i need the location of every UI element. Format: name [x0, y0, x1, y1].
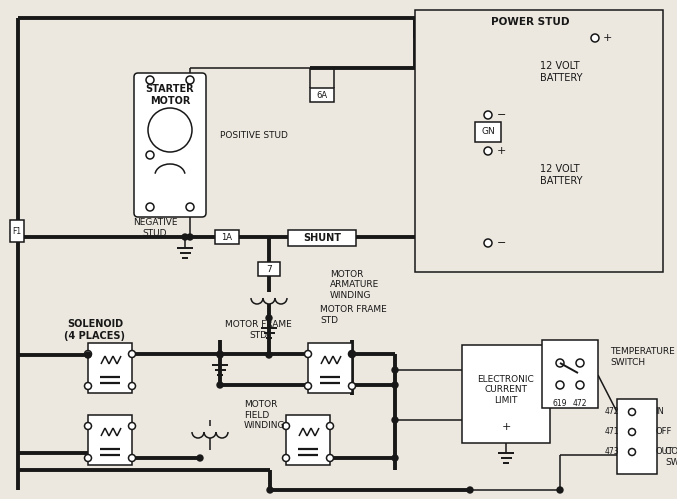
Text: IN: IN: [655, 408, 664, 417]
Circle shape: [326, 423, 334, 430]
Circle shape: [282, 455, 290, 462]
Text: CONTOL HANDLE
SWITCH: CONTOL HANDLE SWITCH: [665, 447, 677, 467]
Text: ELECTRONIC
CURRENT
LIMIT: ELECTRONIC CURRENT LIMIT: [478, 375, 534, 405]
Circle shape: [484, 239, 492, 247]
Circle shape: [484, 147, 492, 155]
Circle shape: [187, 234, 193, 240]
Circle shape: [129, 455, 135, 462]
Circle shape: [129, 423, 135, 430]
Circle shape: [467, 487, 473, 493]
Circle shape: [392, 455, 398, 461]
Circle shape: [305, 350, 311, 357]
Bar: [258, 262, 280, 276]
Bar: [542, 340, 598, 408]
Circle shape: [197, 455, 203, 461]
Text: SHUNT: SHUNT: [303, 233, 341, 243]
Text: 472: 472: [605, 408, 619, 417]
Circle shape: [217, 382, 223, 388]
Circle shape: [186, 203, 194, 211]
Circle shape: [146, 151, 154, 159]
Circle shape: [217, 351, 223, 357]
Bar: [215, 230, 239, 244]
Circle shape: [85, 383, 91, 390]
Circle shape: [576, 381, 584, 389]
Bar: [88, 415, 132, 465]
Circle shape: [349, 383, 355, 390]
Circle shape: [266, 315, 272, 321]
Text: POWER STUD: POWER STUD: [491, 17, 569, 27]
Bar: [462, 345, 550, 443]
Circle shape: [484, 111, 492, 119]
Circle shape: [326, 455, 334, 462]
Bar: [286, 415, 330, 465]
Text: 12 VOLT
BATTERY: 12 VOLT BATTERY: [540, 61, 582, 83]
Text: OUT: OUT: [655, 448, 673, 457]
Text: +: +: [501, 422, 510, 432]
Circle shape: [349, 351, 355, 357]
Circle shape: [349, 350, 355, 357]
Circle shape: [146, 76, 154, 84]
Circle shape: [305, 383, 311, 390]
Text: MOTOR
ARMATURE
WINDING: MOTOR ARMATURE WINDING: [330, 270, 379, 300]
Circle shape: [148, 108, 192, 152]
Circle shape: [392, 367, 398, 373]
FancyBboxPatch shape: [134, 73, 206, 217]
Text: POSITIVE STUD: POSITIVE STUD: [220, 131, 288, 140]
Circle shape: [266, 352, 272, 358]
Circle shape: [591, 34, 599, 42]
Circle shape: [129, 350, 135, 357]
Text: 471: 471: [605, 428, 619, 437]
Circle shape: [556, 381, 564, 389]
Circle shape: [217, 352, 223, 358]
Text: TEMPERATURE
SWITCH: TEMPERATURE SWITCH: [610, 347, 675, 367]
Bar: [415, 10, 663, 272]
Circle shape: [129, 383, 135, 390]
Text: −: −: [497, 238, 506, 248]
Circle shape: [186, 76, 194, 84]
Text: STARTER
MOTOR: STARTER MOTOR: [146, 84, 194, 106]
Circle shape: [576, 359, 584, 367]
Circle shape: [282, 423, 290, 430]
Text: NEGATIVE
STUD: NEGATIVE STUD: [133, 218, 177, 238]
Text: MOTOR FRAME
STD: MOTOR FRAME STD: [320, 305, 387, 325]
Bar: [288, 230, 356, 246]
Text: −: −: [497, 110, 506, 120]
Text: SOLENOID
(4 PLACES): SOLENOID (4 PLACES): [64, 319, 125, 341]
Circle shape: [146, 203, 154, 211]
Text: MOTOR FRAME
STD: MOTOR FRAME STD: [225, 320, 291, 340]
Bar: [88, 343, 132, 393]
Circle shape: [267, 487, 273, 493]
Bar: [308, 343, 352, 393]
Circle shape: [628, 429, 636, 436]
Text: OFF: OFF: [655, 428, 672, 437]
Circle shape: [85, 352, 91, 358]
Text: MOTOR
FIELD
WINDING: MOTOR FIELD WINDING: [244, 400, 286, 430]
Circle shape: [392, 417, 398, 423]
Circle shape: [628, 449, 636, 456]
Circle shape: [392, 382, 398, 388]
Bar: [617, 399, 657, 474]
Circle shape: [182, 234, 188, 240]
Circle shape: [85, 423, 91, 430]
Circle shape: [85, 350, 91, 357]
Bar: [10, 220, 24, 242]
Circle shape: [85, 455, 91, 462]
Circle shape: [628, 409, 636, 416]
Text: GN: GN: [481, 128, 495, 137]
Circle shape: [556, 359, 564, 367]
Text: 473: 473: [605, 448, 619, 457]
Text: 7: 7: [266, 264, 272, 273]
Text: 12 VOLT
BATTERY: 12 VOLT BATTERY: [540, 164, 582, 186]
Bar: [310, 88, 334, 102]
Circle shape: [557, 487, 563, 493]
Text: F1: F1: [12, 227, 22, 236]
Text: 619: 619: [552, 399, 567, 408]
Bar: [475, 122, 501, 142]
Text: +: +: [497, 146, 506, 156]
Text: +: +: [603, 33, 613, 43]
Text: 472: 472: [573, 399, 587, 408]
Text: 6A: 6A: [316, 90, 328, 99]
Text: 1A: 1A: [221, 233, 232, 242]
